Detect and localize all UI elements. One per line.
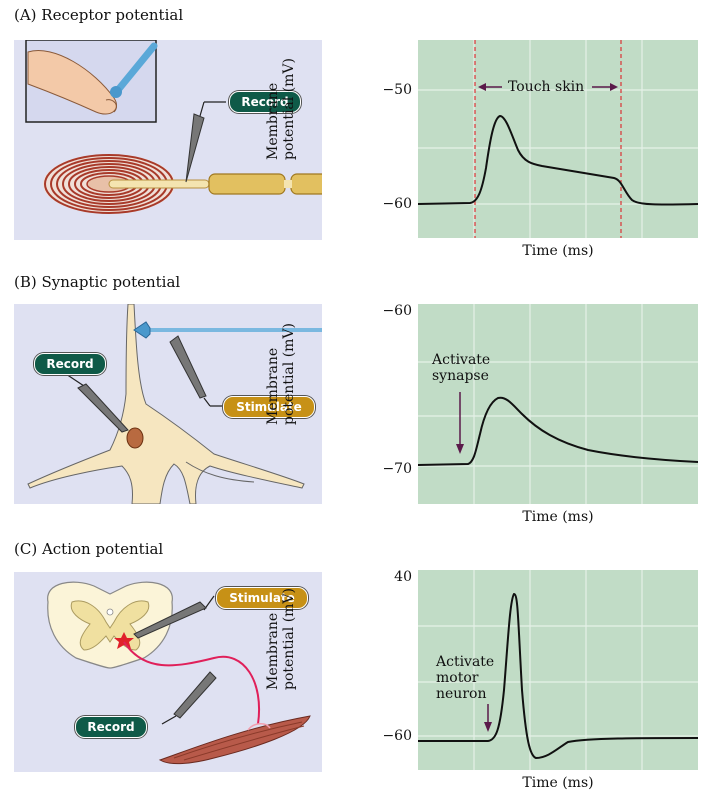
stimulate-pill-c: Stimulate — [216, 587, 308, 609]
panel-b-title: (B) Synaptic potential — [14, 273, 181, 291]
activate-synapse-annotation: Activate synapse — [432, 352, 491, 384]
spinal-cord-icon — [47, 581, 173, 669]
tick-c-0: 40 — [394, 569, 412, 585]
tick-a-1: −60 — [382, 196, 412, 212]
panel-c-title: (C) Action potential — [14, 540, 164, 558]
xlabel-c: Time (ms) — [522, 775, 594, 791]
record-electrode — [185, 101, 226, 183]
synaptic-potential-trace — [418, 396, 698, 466]
record-pill-c: Record — [75, 716, 147, 738]
record-electrode — [65, 373, 129, 433]
ylabel-b: Membranepotential (mV) — [265, 323, 297, 425]
panel-b-plot — [418, 304, 698, 504]
motor-axon — [123, 641, 261, 725]
tick-b-1: −70 — [382, 461, 412, 477]
motor-neuron-marker — [114, 632, 134, 649]
receptor-potential-trace — [418, 114, 698, 206]
tick-c-1: −60 — [382, 728, 412, 744]
touch-skin-annotation: Touch skin — [508, 79, 585, 95]
xlabel-a: Time (ms) — [522, 243, 594, 259]
record-pill-b: Record — [34, 353, 106, 375]
action-potential-trace — [418, 592, 698, 760]
panel-a-plot — [418, 40, 698, 238]
record-pill-a: Record — [229, 91, 301, 113]
panel-a-title: (A) Receptor potential — [14, 6, 184, 24]
record-electrode — [161, 671, 217, 725]
muscle-icon — [158, 715, 311, 765]
finger-inset — [25, 40, 158, 123]
activate-motor-neuron-annotation: Activate motor neuron — [436, 654, 495, 702]
probe-icon — [114, 42, 158, 94]
tick-b-0: −60 — [382, 303, 412, 319]
stimulating-electrode — [133, 321, 322, 407]
neuron-icon — [27, 304, 305, 504]
pacinian-corpuscle-icon — [43, 154, 322, 214]
panel-c-plot — [418, 570, 698, 770]
ylabel-a: Membranepotential (mV) — [265, 58, 297, 160]
stimulate-pill-b: Stimulate — [223, 396, 315, 418]
xlabel-b: Time (ms) — [522, 509, 594, 525]
finger-icon — [27, 50, 118, 115]
stimulating-electrode — [133, 595, 215, 639]
ylabel-c: Membranepotential (mV) — [265, 588, 297, 690]
tick-a-0: −50 — [382, 82, 412, 98]
panel-a-illustration — [14, 40, 322, 240]
